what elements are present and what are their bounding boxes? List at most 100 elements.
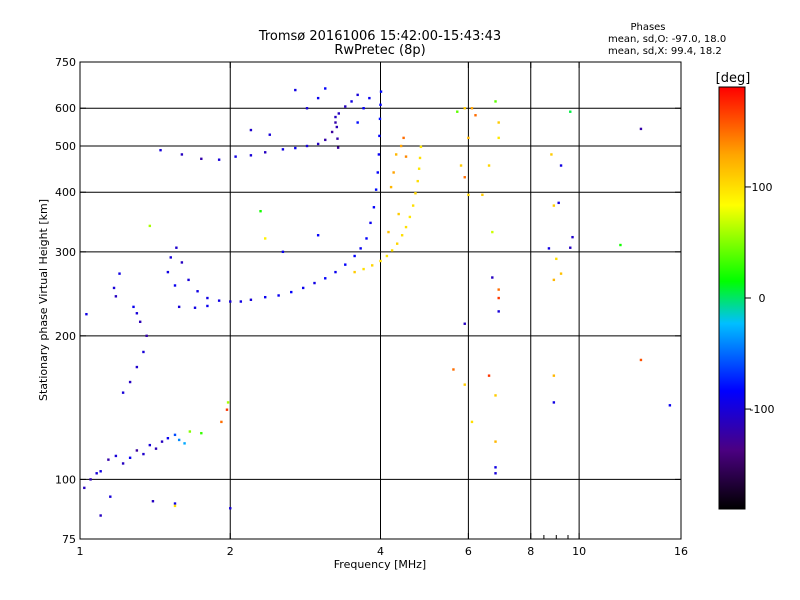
data-point-o bbox=[234, 155, 237, 158]
data-point-o bbox=[118, 272, 121, 275]
data-point-o bbox=[277, 294, 280, 297]
data-point-o bbox=[264, 151, 267, 154]
y-tick-label: 200 bbox=[55, 330, 76, 343]
data-point-o bbox=[301, 286, 305, 290]
data-point-o bbox=[135, 449, 139, 452]
data-point-o bbox=[334, 270, 337, 274]
data-point-o bbox=[494, 472, 497, 475]
data-point-x bbox=[470, 107, 474, 110]
data-point-o bbox=[135, 365, 139, 369]
data-point-x bbox=[173, 504, 177, 508]
data-point-o bbox=[362, 107, 365, 110]
data-point-o bbox=[151, 500, 155, 503]
data-point-x bbox=[470, 420, 474, 424]
data-point-o bbox=[639, 127, 643, 131]
data-point-o bbox=[305, 107, 309, 110]
data-point-x bbox=[399, 144, 403, 148]
data-point-o bbox=[336, 146, 340, 149]
data-point-o bbox=[193, 306, 197, 309]
data-point-o bbox=[99, 514, 102, 517]
y-tick-label: 750 bbox=[55, 56, 76, 69]
data-point-x bbox=[459, 164, 463, 167]
data-point-o bbox=[356, 121, 359, 124]
data-point-o bbox=[463, 322, 466, 325]
data-point-o bbox=[334, 121, 337, 124]
data-point-o bbox=[180, 261, 184, 264]
x-tick-label: 10 bbox=[572, 545, 586, 558]
data-point-o bbox=[177, 438, 181, 442]
data-points bbox=[83, 87, 672, 517]
y-tick-label: 500 bbox=[55, 140, 76, 153]
data-point-o bbox=[85, 312, 88, 316]
data-point-x bbox=[408, 215, 412, 219]
data-point-o bbox=[356, 93, 359, 97]
data-point-x bbox=[264, 237, 267, 240]
data-point-x bbox=[395, 242, 399, 245]
data-point-o bbox=[344, 105, 347, 108]
stats-o: mean, sd,O: -97.0, 18.0 bbox=[608, 34, 726, 45]
data-point-x bbox=[481, 193, 484, 197]
data-point-o bbox=[324, 87, 327, 90]
data-point-o bbox=[494, 466, 497, 469]
data-point-o bbox=[159, 148, 162, 152]
data-point-x bbox=[394, 153, 398, 156]
data-point-o bbox=[249, 128, 253, 132]
grid-lines bbox=[80, 62, 681, 539]
x-tick-label: 8 bbox=[527, 545, 534, 558]
data-point-o bbox=[557, 201, 560, 205]
data-point-o bbox=[180, 153, 184, 156]
data-point-x bbox=[552, 204, 556, 207]
data-point-o bbox=[324, 138, 327, 142]
data-point-x bbox=[497, 288, 500, 291]
data-point-o bbox=[376, 171, 379, 174]
colorbar-tick-label: -100 bbox=[750, 403, 775, 416]
data-point-o bbox=[196, 290, 199, 293]
data-point-x bbox=[619, 243, 622, 247]
data-point-o bbox=[183, 442, 186, 445]
data-point-o bbox=[497, 310, 500, 313]
data-point-o bbox=[217, 158, 221, 161]
data-point-o bbox=[169, 256, 172, 259]
data-point-x bbox=[497, 296, 500, 300]
data-point-o bbox=[547, 247, 551, 250]
data-point-o bbox=[379, 90, 383, 93]
data-point-o bbox=[173, 284, 177, 287]
data-point-o bbox=[559, 164, 563, 167]
data-point-o bbox=[369, 221, 372, 225]
data-point-x bbox=[200, 431, 203, 435]
data-point-o bbox=[95, 472, 98, 475]
data-point-o bbox=[154, 447, 158, 450]
data-point-x bbox=[371, 264, 374, 267]
data-point-x bbox=[400, 234, 404, 237]
data-point-o bbox=[114, 295, 118, 298]
data-point-x bbox=[494, 394, 497, 397]
data-point-o bbox=[335, 125, 339, 129]
chart-subtitle: RwPretec (8p) bbox=[334, 43, 425, 58]
data-point-o bbox=[114, 454, 118, 458]
data-point-x bbox=[417, 167, 421, 170]
data-point-o bbox=[569, 246, 572, 249]
data-point-x bbox=[487, 374, 491, 377]
data-point-x bbox=[559, 272, 563, 275]
data-point-o bbox=[112, 286, 116, 290]
colorbar-label: [deg] bbox=[716, 71, 751, 86]
data-point-o bbox=[353, 254, 356, 258]
data-point-x bbox=[418, 156, 422, 160]
data-point-x bbox=[416, 179, 419, 183]
data-point-o bbox=[344, 263, 347, 266]
data-point-o bbox=[249, 298, 253, 301]
data-point-x bbox=[392, 171, 395, 174]
data-point-x bbox=[491, 230, 494, 234]
data-point-o bbox=[177, 305, 181, 309]
data-point-x bbox=[226, 401, 230, 404]
data-point-o bbox=[305, 144, 309, 148]
data-point-o bbox=[132, 305, 135, 309]
y-tick-label: 600 bbox=[55, 102, 76, 115]
data-point-o bbox=[372, 206, 376, 209]
colorbar-tick-label: 100 bbox=[752, 181, 773, 194]
stats-header: Phases bbox=[630, 22, 665, 33]
y-tick-label: 75 bbox=[62, 533, 76, 546]
data-point-o bbox=[138, 320, 142, 323]
data-point-o bbox=[107, 458, 110, 461]
data-point-o bbox=[330, 130, 334, 134]
